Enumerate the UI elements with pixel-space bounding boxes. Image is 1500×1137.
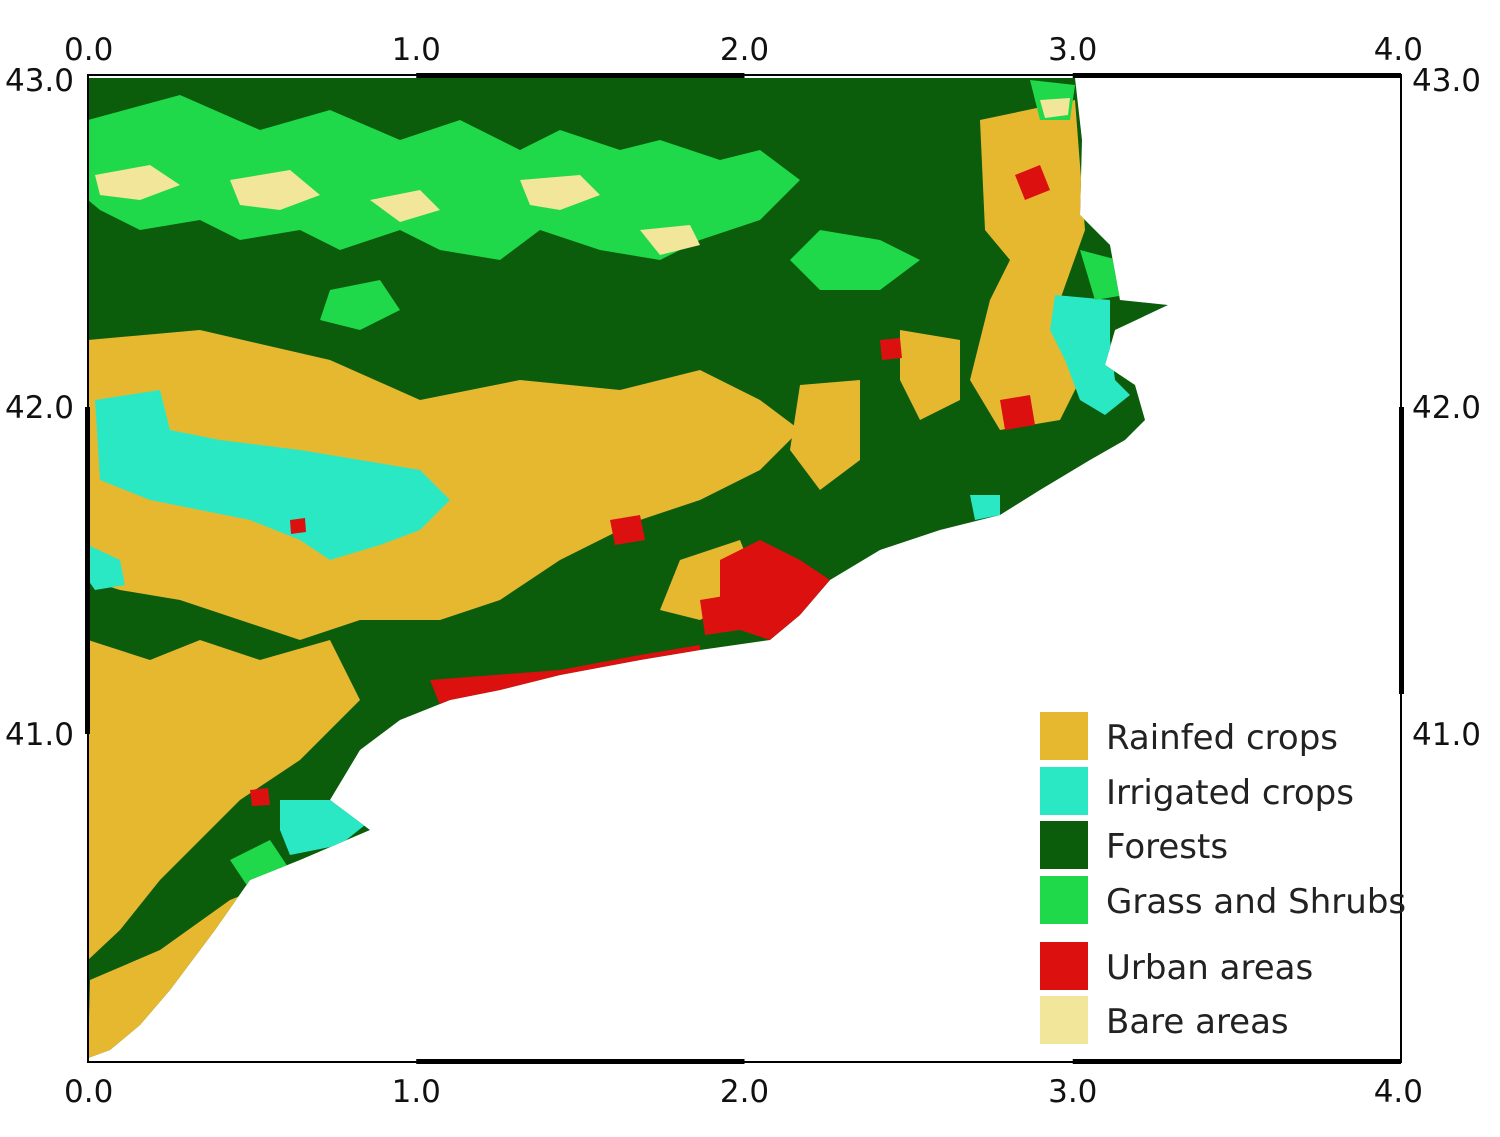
frame-bar-bottom (416, 1059, 745, 1064)
irrigated-crops-region (88, 295, 1130, 855)
x-tick-label-bottom: 4.0 (1374, 1074, 1423, 1110)
legend-swatch (1040, 876, 1088, 924)
land-area (88, 78, 1168, 1058)
y-axis-left: 43.0 42.0 41.0 (5, 63, 90, 753)
x-tick-label-top: 3.0 (1048, 32, 1097, 68)
y-tick-label-left: 41.0 (5, 717, 74, 753)
legend: Rainfed crops Irrigated crops Forests Grass… (1040, 712, 1406, 1044)
legend-label: Urban areas (1106, 948, 1313, 988)
x-axis-top: 0.0 1.0 2.0 3.0 4.0 (64, 32, 1423, 78)
x-tick-label-top: 4.0 (1374, 32, 1423, 68)
x-tick-label-top: 2.0 (720, 32, 769, 68)
rainfed-crops-region (88, 100, 1085, 1058)
frame-bar-top (1072, 73, 1401, 78)
frame-bar-left (85, 407, 90, 734)
bare-areas-region (95, 98, 1070, 255)
y-tick-label-left: 43.0 (5, 63, 74, 99)
frame-bar-top (416, 73, 745, 78)
legend-label: Irrigated crops (1106, 773, 1354, 813)
x-tick-label-bottom: 0.0 (64, 1074, 113, 1110)
x-tick-label-bottom: 1.0 (392, 1074, 441, 1110)
y-tick-label-left: 42.0 (5, 390, 74, 426)
y-tick-label-right: 43.0 (1412, 63, 1481, 99)
y-tick-label-right: 42.0 (1412, 390, 1481, 426)
legend-swatch (1040, 942, 1088, 990)
frame-bar-bottom (1072, 1059, 1401, 1064)
legend-swatch (1040, 712, 1088, 760)
legend-label: Grass and Shrubs (1106, 882, 1406, 922)
legend-label: Rainfed crops (1106, 718, 1338, 758)
x-tick-label-top: 1.0 (392, 32, 441, 68)
legend-label: Forests (1106, 827, 1228, 867)
legend-label: Bare areas (1106, 1002, 1289, 1042)
y-axis-right: 43.0 42.0 41.0 (1399, 63, 1481, 753)
x-tick-label-top: 0.0 (64, 32, 113, 68)
x-tick-label-bottom: 2.0 (720, 1074, 769, 1110)
legend-swatch (1040, 767, 1088, 815)
x-axis-bottom: 0.0 1.0 2.0 3.0 4.0 (64, 1059, 1423, 1110)
x-tick-label-bottom: 3.0 (1048, 1074, 1097, 1110)
frame-bar-right (1399, 407, 1404, 694)
legend-swatch (1040, 996, 1088, 1044)
y-tick-label-right: 41.0 (1412, 717, 1481, 753)
legend-swatch (1040, 821, 1088, 869)
